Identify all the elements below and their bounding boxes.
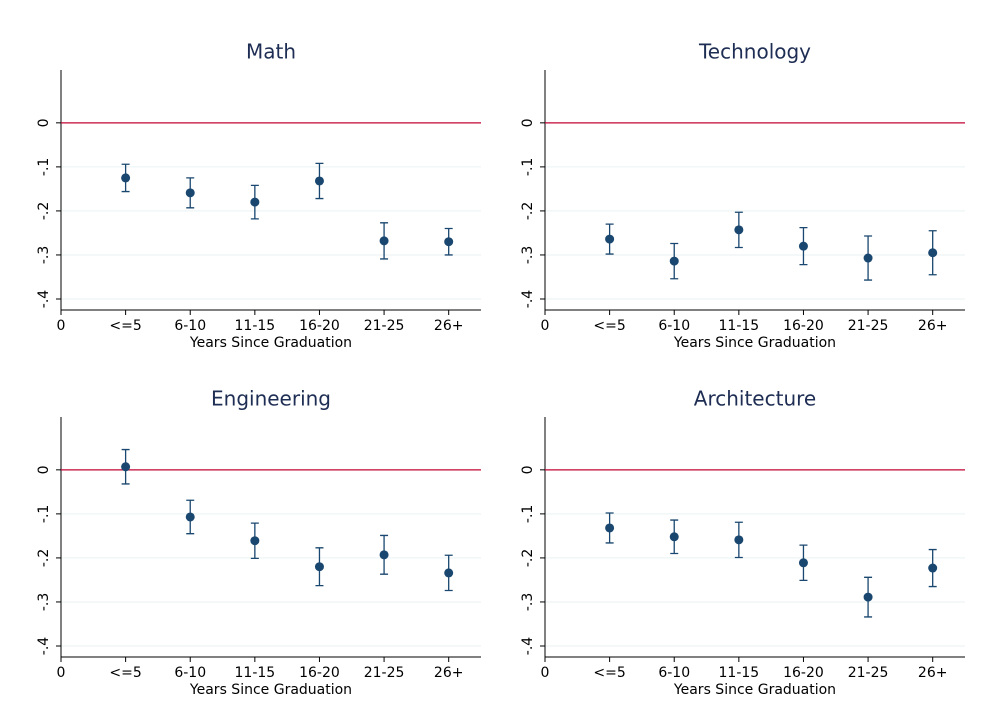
x-tick-label: 0 <box>57 665 66 681</box>
point <box>379 550 389 560</box>
x-tick-label: <=5 <box>593 665 625 681</box>
x-tick-label: 16-20 <box>783 318 824 334</box>
y-tick-label: -.3 <box>36 593 52 611</box>
y-tick-label: -.2 <box>36 202 52 220</box>
point <box>669 532 679 542</box>
x-axis-label: Years Since Graduation <box>673 335 836 351</box>
point <box>250 197 260 207</box>
x-tick-label: 0 <box>541 318 550 334</box>
x-tick-label: 16-20 <box>783 665 824 681</box>
x-tick-label: 11-15 <box>235 665 276 681</box>
x-tick-label: 6-10 <box>658 665 690 681</box>
y-tick-label: 0 <box>520 118 536 127</box>
y-tick-label: -.1 <box>36 505 52 523</box>
x-tick-label: 21-25 <box>848 318 889 334</box>
x-tick-label: <=5 <box>109 318 141 334</box>
y-tick-label: -.4 <box>520 637 536 656</box>
x-tick-label: 16-20 <box>299 318 340 334</box>
panel-title: Engineering <box>211 387 331 411</box>
y-tick-label: -.4 <box>36 290 52 309</box>
x-tick-label: 26+ <box>434 665 464 681</box>
point <box>734 225 744 235</box>
x-tick-label: 6-10 <box>174 318 206 334</box>
point <box>669 256 679 266</box>
x-tick-label: 26+ <box>918 665 948 681</box>
x-tick-label: 21-25 <box>364 318 405 334</box>
point <box>379 236 389 246</box>
point <box>734 535 744 545</box>
point <box>444 568 454 578</box>
x-axis-label: Years Since Graduation <box>189 682 352 698</box>
x-axis-label: Years Since Graduation <box>673 682 836 698</box>
point <box>863 253 873 263</box>
y-tick-label: -.1 <box>520 158 536 176</box>
x-tick-label: 26+ <box>918 318 948 334</box>
x-tick-label: 21-25 <box>848 665 889 681</box>
point <box>798 241 808 251</box>
y-tick-label: -.1 <box>36 158 52 176</box>
y-tick-label: 0 <box>36 118 52 127</box>
x-tick-label: 26+ <box>434 318 464 334</box>
panel-title: Architecture <box>694 387 816 411</box>
x-tick-label: 6-10 <box>174 665 206 681</box>
x-tick-label: 6-10 <box>658 318 690 334</box>
y-tick-label: -.3 <box>36 246 52 264</box>
x-tick-label: 11-15 <box>719 665 760 681</box>
x-tick-label: 16-20 <box>299 665 340 681</box>
point <box>185 512 195 522</box>
x-tick-label: <=5 <box>593 318 625 334</box>
y-tick-label: -.3 <box>520 593 536 611</box>
point <box>314 562 324 572</box>
point <box>121 173 131 183</box>
point <box>605 523 615 533</box>
point <box>863 592 873 602</box>
panel-title: Math <box>246 40 296 64</box>
x-axis-label: Years Since Graduation <box>189 335 352 351</box>
y-tick-label: -.2 <box>520 549 536 567</box>
x-tick-label: 11-15 <box>719 318 760 334</box>
point <box>605 234 615 244</box>
y-tick-label: -.4 <box>36 637 52 656</box>
y-tick-label: -.4 <box>520 290 536 309</box>
panel-title: Technology <box>698 40 811 64</box>
y-tick-label: -.3 <box>520 246 536 264</box>
x-tick-label: 0 <box>57 318 66 334</box>
point <box>314 176 324 186</box>
point <box>185 188 195 198</box>
x-tick-label: <=5 <box>109 665 141 681</box>
x-tick-label: 0 <box>541 665 550 681</box>
y-tick-label: -.1 <box>520 505 536 523</box>
y-tick-label: -.2 <box>36 549 52 567</box>
point <box>928 248 938 258</box>
y-tick-label: 0 <box>520 465 536 474</box>
point <box>444 237 454 247</box>
x-tick-label: 11-15 <box>235 318 276 334</box>
point <box>928 563 938 573</box>
y-tick-label: -.2 <box>520 202 536 220</box>
point <box>798 558 808 568</box>
point <box>250 536 260 546</box>
x-tick-label: 21-25 <box>364 665 405 681</box>
y-tick-label: 0 <box>36 465 52 474</box>
point <box>121 462 131 472</box>
